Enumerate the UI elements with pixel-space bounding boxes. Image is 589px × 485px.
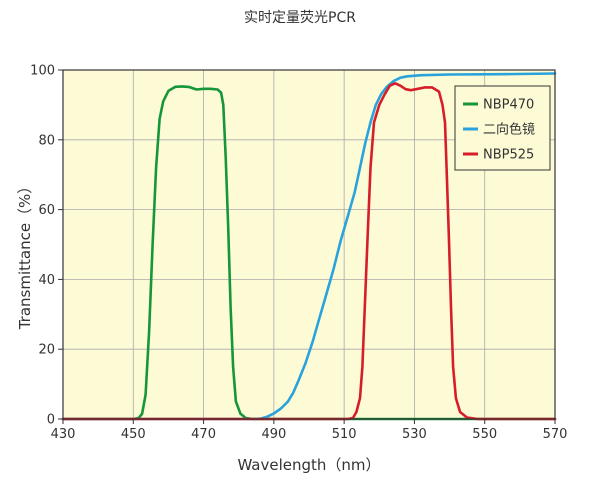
x-tick-label: 450: [121, 427, 146, 442]
axis-ticks: 430 450 470 490 510 530 550 570 0 20 40 60 80 100: [30, 64, 567, 443]
x-tick-label: 570: [543, 427, 568, 442]
legend-label: 二向色镜: [483, 122, 535, 138]
x-tick-label: 510: [332, 427, 357, 442]
y-tick-label: 0: [47, 413, 55, 428]
y-axis-label: Transmittance（%）: [16, 179, 34, 331]
legend-label: NBP470: [483, 98, 534, 113]
y-tick-label: 20: [38, 343, 55, 358]
legend-label: NBP525: [483, 148, 534, 163]
series-line-2: [61, 72, 557, 421]
x-axis-label: Wavelength（nm）: [237, 456, 380, 474]
series-layer: [61, 72, 557, 421]
x-tick-label: 550: [472, 427, 497, 442]
y-tick-label: 100: [30, 64, 55, 79]
y-tick-label: 40: [38, 273, 55, 288]
y-tick-label: 80: [38, 133, 55, 148]
x-tick-label: 430: [51, 427, 76, 442]
y-tick-label: 60: [38, 203, 55, 218]
series-line-3: [61, 82, 557, 421]
series-line-1: [61, 85, 557, 421]
x-tick-label: 490: [261, 427, 286, 442]
x-tick-label: 530: [402, 427, 427, 442]
legend: NBP470 二向色镜 NBP525: [454, 85, 551, 171]
x-tick-label: 470: [191, 427, 216, 442]
chart-title: 实时定量荧光PCR: [244, 9, 356, 26]
plot-frame: [62, 69, 556, 420]
